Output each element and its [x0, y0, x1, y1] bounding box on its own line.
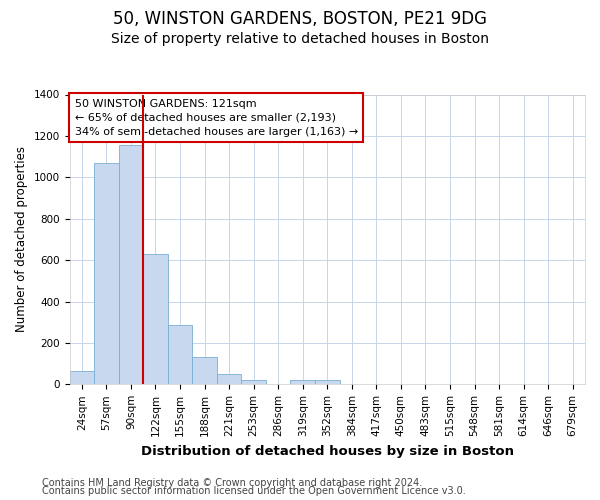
Text: 50 WINSTON GARDENS: 121sqm
← 65% of detached houses are smaller (2,193)
34% of s: 50 WINSTON GARDENS: 121sqm ← 65% of deta…: [74, 99, 358, 137]
Bar: [94, 163, 119, 384]
Y-axis label: Number of detached properties: Number of detached properties: [15, 146, 28, 332]
X-axis label: Distribution of detached houses by size in Boston: Distribution of detached houses by size …: [141, 444, 514, 458]
Bar: [315, 380, 340, 384]
Bar: [290, 380, 315, 384]
Bar: [168, 326, 192, 384]
Bar: [217, 374, 241, 384]
Bar: [143, 254, 168, 384]
Text: Contains public sector information licensed under the Open Government Licence v3: Contains public sector information licen…: [42, 486, 466, 496]
Bar: [192, 358, 217, 384]
Text: Contains HM Land Registry data © Crown copyright and database right 2024.: Contains HM Land Registry data © Crown c…: [42, 478, 422, 488]
Text: Size of property relative to detached houses in Boston: Size of property relative to detached ho…: [111, 32, 489, 46]
Bar: [119, 145, 143, 384]
Text: 50, WINSTON GARDENS, BOSTON, PE21 9DG: 50, WINSTON GARDENS, BOSTON, PE21 9DG: [113, 10, 487, 28]
Bar: [241, 380, 266, 384]
Bar: [70, 371, 94, 384]
